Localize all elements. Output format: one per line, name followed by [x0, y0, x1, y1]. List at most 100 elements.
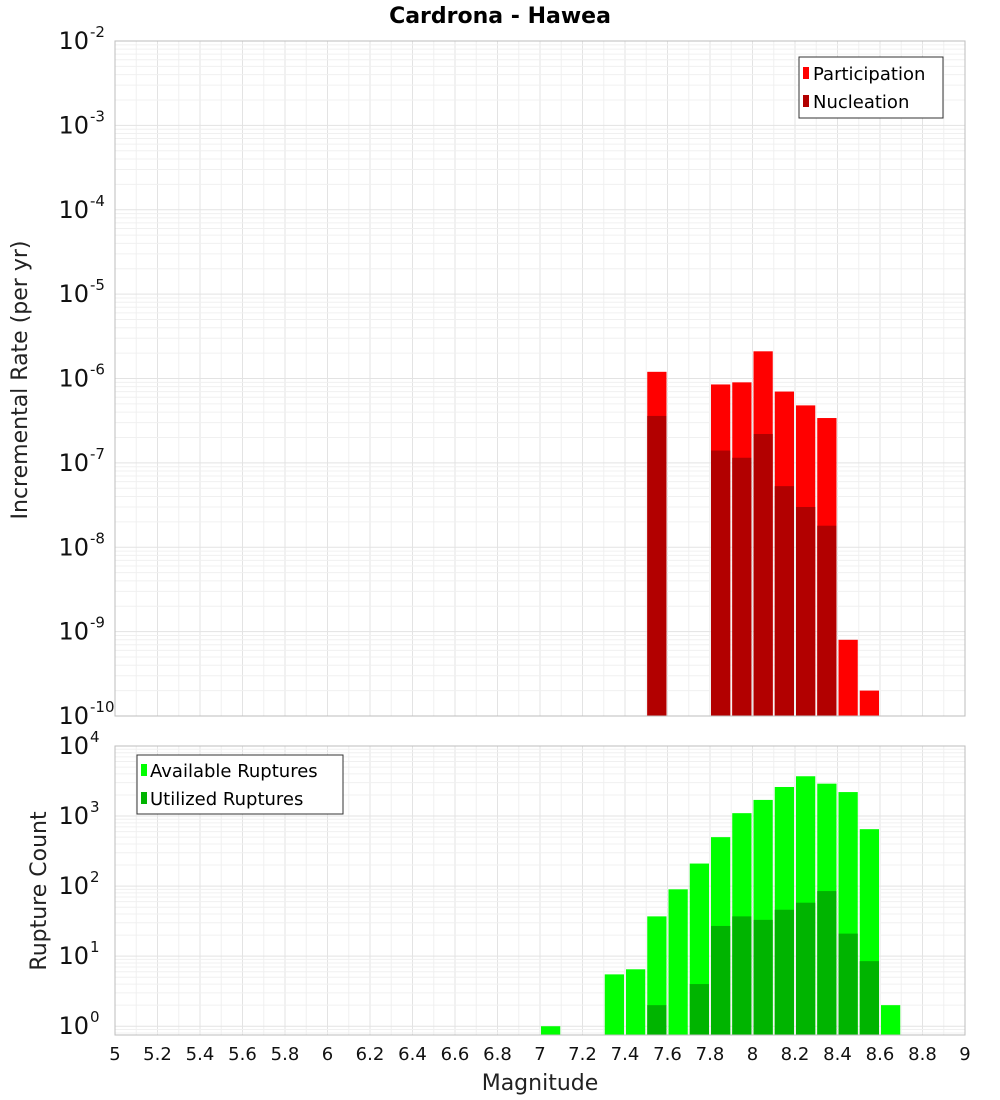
y-tick-base: 10: [58, 942, 89, 970]
utilized-ruptures-bar: [732, 916, 752, 1035]
available-ruptures-bar: [604, 974, 624, 1035]
legend-label-nucleation: Nucleation: [813, 92, 909, 113]
participation-bar: [838, 639, 858, 716]
x-tick-label: 7.4: [611, 1044, 640, 1065]
y-tick-exponent: -7: [90, 445, 105, 463]
x-tick-label: 8.2: [781, 1044, 810, 1065]
available-ruptures-bar: [626, 969, 646, 1035]
utilized-ruptures-bar: [859, 961, 879, 1035]
top-y-axis-label: Incremental Rate (per yr): [8, 241, 33, 520]
utilized-ruptures-bar: [838, 933, 858, 1035]
top-y-tick-label: 10 -4: [58, 192, 105, 224]
nucleation-bar: [732, 457, 752, 716]
bottom-legend-box: [136, 754, 344, 815]
y-tick-exponent: -5: [90, 276, 105, 294]
y-tick-exponent: -4: [90, 192, 105, 210]
top-y-tick-label: 10 -6: [58, 361, 105, 393]
y-tick-exponent: 4: [90, 728, 100, 746]
x-tick-label: 6.8: [483, 1044, 512, 1065]
top-y-tick-label: 10 -8: [58, 529, 105, 561]
x-tick-label: 7.6: [653, 1044, 682, 1065]
utilized-ruptures-bar: [796, 902, 816, 1035]
bottom-y-tick-label: 10 0: [58, 1008, 99, 1040]
nucleation-bar: [774, 486, 794, 716]
x-tick-label: 8.4: [823, 1044, 852, 1065]
nucleation-bar: [796, 506, 816, 716]
available-ruptures-bar: [541, 1026, 561, 1035]
legend-swatch-utilized: [141, 792, 147, 804]
top-y-tick-label: 10 -9: [58, 614, 105, 646]
chart-title: Cardrona - Hawea: [389, 4, 611, 29]
top-y-tick-labels: 10-210-310-410-510-610-710-810-910-10: [58, 23, 114, 730]
nucleation-bar: [817, 525, 837, 716]
y-tick-exponent: -3: [90, 107, 105, 125]
nucleation-bar: [753, 433, 773, 716]
y-tick-exponent: 2: [90, 868, 100, 886]
bottom-plot-frame: [114, 745, 966, 1036]
x-tick-label: 7.8: [696, 1044, 725, 1065]
legend-swatch-nucleation: [803, 95, 809, 107]
x-tick-label: 5.4: [186, 1044, 215, 1065]
x-tick-label: 5.6: [228, 1044, 257, 1065]
x-tick-label: 5.2: [143, 1044, 172, 1065]
top-y-tick-label: 10 -3: [58, 107, 105, 139]
x-tick-label: 9: [959, 1044, 970, 1065]
utilized-ruptures-bar: [774, 909, 794, 1035]
nucleation-bar: [647, 415, 667, 716]
available-ruptures-bar: [668, 889, 688, 1035]
y-tick-base: 10: [58, 802, 89, 830]
top-y-tick-label: 10 -7: [58, 445, 105, 477]
top-bars: [647, 351, 879, 716]
y-tick-exponent: -2: [90, 23, 105, 41]
utilized-ruptures-bar: [817, 891, 837, 1035]
bottom-y-tick-label: 10 4: [58, 728, 99, 760]
top-legend-box: [798, 56, 944, 119]
y-tick-exponent: 3: [90, 798, 100, 816]
bottom-y-tick-label: 10 3: [58, 798, 99, 830]
utilized-ruptures-bar: [689, 984, 709, 1035]
y-tick-exponent: 0: [90, 1008, 100, 1026]
y-tick-exponent: -10: [90, 698, 115, 716]
x-tick-label: 6.6: [441, 1044, 470, 1065]
x-tick-label: 6.4: [398, 1044, 427, 1065]
nucleation-bar: [711, 450, 731, 716]
y-tick-base: 10: [58, 872, 89, 900]
y-tick-base: 10: [58, 111, 89, 139]
y-tick-base: 10: [58, 1012, 89, 1040]
y-tick-exponent: -8: [90, 529, 105, 547]
y-tick-base: 10: [58, 618, 89, 646]
y-tick-exponent: -9: [90, 614, 105, 632]
y-tick-base: 10: [58, 702, 89, 730]
y-tick-base: 10: [58, 280, 89, 308]
y-tick-base: 10: [58, 196, 89, 224]
top-legend: Participation Nucleation: [798, 56, 944, 119]
participation-bar: [859, 690, 879, 716]
x-tick-label: 8.6: [866, 1044, 895, 1065]
legend-swatch-participation: [803, 67, 809, 79]
utilized-ruptures-bar: [753, 919, 773, 1035]
bottom-gridlines: [114, 746, 966, 1035]
available-ruptures-bar: [881, 1005, 901, 1035]
legend-label-utilized: Utilized Ruptures: [150, 789, 303, 810]
x-tick-label: 7: [534, 1044, 545, 1065]
y-tick-base: 10: [58, 449, 89, 477]
top-y-tick-label: 10 -2: [58, 23, 105, 55]
y-tick-base: 10: [58, 732, 89, 760]
legend-label-available: Available Ruptures: [150, 761, 318, 782]
top-gridlines: [114, 41, 966, 717]
x-tick-label: 5.8: [271, 1044, 300, 1065]
y-tick-base: 10: [58, 365, 89, 393]
top-plot-frame: [114, 40, 966, 717]
x-tick-label: 8: [747, 1044, 758, 1065]
bottom-legend: Available Ruptures Utilized Ruptures: [136, 754, 344, 815]
y-tick-exponent: 1: [90, 938, 100, 956]
x-tick-labels: 5 5.2 5.4 5.6 5.8 6 6.2 6.4 6.6 6.8 7 7.2 7.4 7.6 7.8 8…: [109, 1044, 970, 1065]
y-tick-exponent: -6: [90, 361, 105, 379]
top-y-tick-label: 10 -10: [58, 698, 114, 730]
x-axis-label: Magnitude: [482, 1071, 599, 1096]
y-tick-base: 10: [58, 27, 89, 55]
bottom-y-tick-label: 10 1: [58, 938, 99, 970]
x-tick-label: 8.8: [908, 1044, 937, 1065]
